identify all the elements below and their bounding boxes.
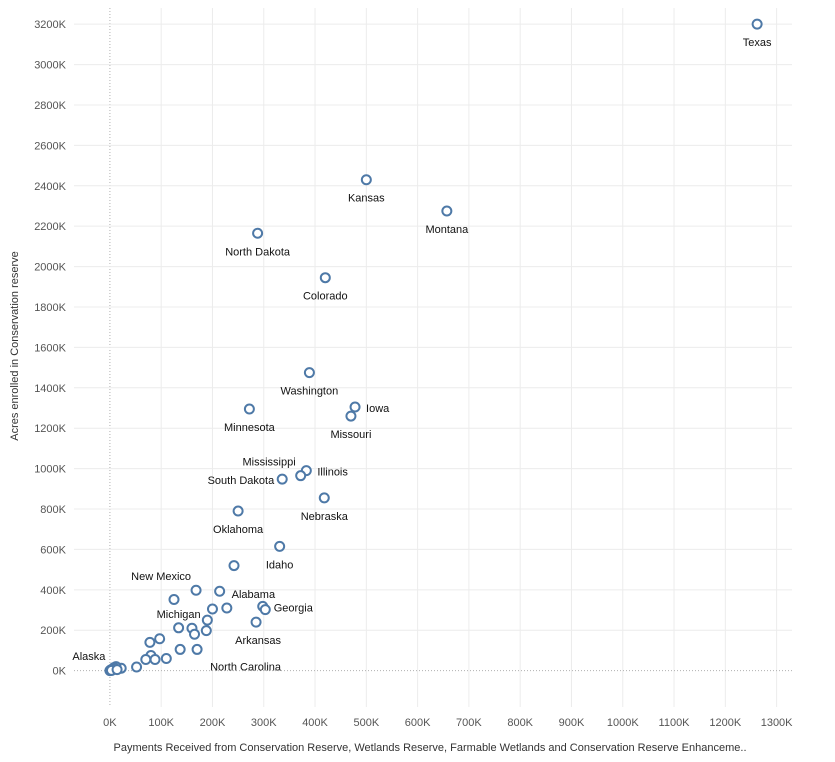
data-point [243, 403, 255, 415]
x-tick-label: 1300K [761, 717, 793, 729]
y-tick-label: 2400K [34, 181, 66, 193]
point-label: Illinois [317, 467, 348, 479]
y-tick-label: 800K [40, 504, 66, 516]
data-point [140, 654, 152, 666]
data-point [259, 604, 271, 616]
data-point [149, 654, 161, 666]
point-label: Idaho [266, 559, 294, 571]
point-label: New Mexico [131, 571, 191, 583]
data-point [206, 603, 218, 615]
point-label: Iowa [366, 403, 390, 415]
y-tick-label: 1400K [34, 383, 66, 395]
y-tick-label: 2000K [34, 262, 66, 274]
y-axis-title: Acres enrolled in Conservation reserve [9, 251, 21, 441]
point-label: Michigan [157, 609, 201, 621]
point-label: Nebraska [301, 511, 349, 523]
y-axis-ticks: 0K 200K 400K 600K 800K 1000K 1200K 1400K 1600K 18… [34, 19, 66, 677]
x-tick-label: 600K [405, 717, 431, 729]
data-point [214, 585, 226, 597]
x-tick-label: 800K [507, 717, 533, 729]
y-tick-label: 2600K [34, 140, 66, 152]
point-label: Mississippi [242, 457, 295, 469]
y-tick-label: 1800K [34, 302, 66, 314]
point-label: North Dakota [225, 246, 291, 258]
x-axis-title: Payments Received from Conservation Rese… [114, 742, 747, 754]
y-tick-label: 2800K [34, 100, 66, 112]
data-point [190, 584, 202, 596]
point-label: Colorado [303, 291, 348, 303]
point-label: Montana [425, 224, 469, 236]
point-label: Minnesota [224, 422, 276, 434]
data-point [174, 643, 186, 655]
data-point [221, 602, 233, 614]
x-tick-label: 0K [103, 717, 117, 729]
point-label: Alabama [232, 589, 276, 601]
y-tick-label: 400K [40, 585, 66, 597]
point-label: Kansas [348, 193, 385, 205]
point-label: Texas [743, 37, 772, 49]
y-tick-label: 2200K [34, 221, 66, 233]
y-tick-label: 3000K [34, 60, 66, 72]
x-tick-label: 200K [200, 717, 226, 729]
data-point [228, 560, 240, 572]
x-tick-label: 1100K [659, 717, 691, 729]
data-point [201, 614, 213, 626]
data-point [154, 633, 166, 645]
y-tick-label: 600K [40, 544, 66, 556]
data-point [751, 18, 763, 30]
x-axis-ticks: 0K 100K 200K 300K 400K 500K 600K 700K 800K 900K 10… [103, 717, 793, 729]
y-tick-label: 1000K [34, 464, 66, 476]
data-points [104, 18, 763, 677]
data-point [276, 473, 288, 485]
x-tick-label: 100K [148, 717, 174, 729]
point-label: Arkansas [235, 635, 281, 647]
y-tick-label: 0K [53, 666, 67, 678]
point-labels: Texas Kansas Montana North Dakota Colorado Wa… [72, 37, 772, 673]
data-point [303, 367, 315, 379]
x-tick-label: 700K [456, 717, 482, 729]
point-label: North Carolina [210, 661, 282, 673]
data-point [295, 470, 307, 482]
y-tick-label: 1600K [34, 342, 66, 354]
data-point [250, 616, 262, 628]
data-point [131, 661, 143, 673]
x-tick-label: 400K [302, 717, 328, 729]
point-label: Washington [281, 386, 339, 398]
data-point [200, 625, 212, 637]
data-point [144, 636, 156, 648]
point-label: Missouri [330, 429, 371, 441]
data-point [319, 272, 331, 284]
data-point [441, 205, 453, 217]
x-tick-label: 1000K [607, 717, 639, 729]
data-point [349, 401, 361, 413]
data-point [160, 653, 172, 665]
x-tick-label: 300K [251, 717, 277, 729]
point-label: Alaska [72, 651, 106, 663]
data-point [191, 643, 203, 655]
x-tick-label: 1200K [709, 717, 741, 729]
data-point [274, 540, 286, 552]
point-label: Oklahoma [213, 524, 264, 536]
data-point [111, 664, 123, 676]
data-point [173, 622, 185, 634]
data-point [252, 227, 264, 239]
x-tick-label: 500K [353, 717, 379, 729]
y-tick-label: 1200K [34, 423, 66, 435]
point-label: Georgia [274, 602, 314, 614]
data-point [318, 492, 330, 504]
data-point [360, 174, 372, 186]
data-point [232, 505, 244, 517]
gridlines [74, 8, 792, 707]
data-point [168, 594, 180, 606]
y-tick-label: 3200K [34, 19, 66, 31]
data-point [189, 628, 201, 640]
y-tick-label: 200K [40, 625, 66, 637]
x-tick-label: 900K [559, 717, 585, 729]
data-point [345, 410, 357, 422]
point-label: South Dakota [208, 475, 276, 487]
